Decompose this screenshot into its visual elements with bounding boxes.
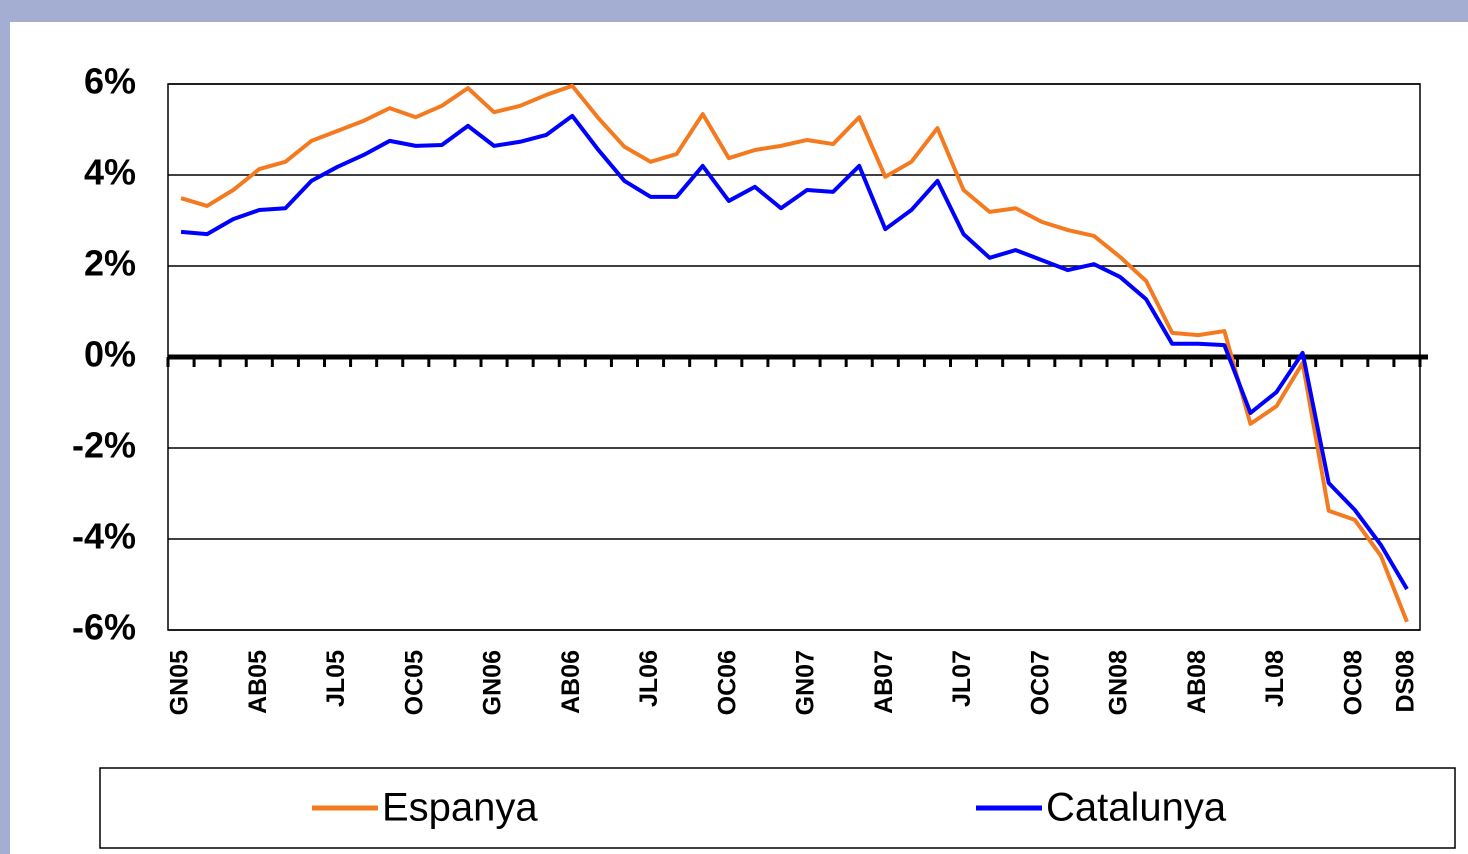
x-tick-label: JL07 [948,650,976,707]
x-tick-label: JL08 [1261,650,1289,707]
x-tick-label: GN05 [166,650,194,715]
x-tick-label: GN08 [1105,650,1133,715]
y-tick-label: 4% [84,152,136,193]
x-tick-label: JL06 [635,650,663,707]
series-line [180,83,1409,623]
x-tick-label: AB08 [1183,650,1211,714]
y-tick-label: -2% [72,425,136,466]
x-tick-label: OC06 [713,650,741,715]
y-tick-label: 6% [84,61,136,102]
x-tick-label: OC08 [1339,650,1367,715]
x-tick-label: GN07 [792,650,820,715]
x-tick-label: GN06 [479,650,507,715]
y-tick-label: -6% [72,607,136,648]
x-tick-label: DS08 [1392,650,1420,713]
x-tick-label: JL05 [322,650,350,707]
x-tick-label: OC05 [400,650,428,715]
x-tick-label: OC07 [1026,650,1054,715]
y-tick-label: 0% [84,334,136,375]
legend-label: Espanya [382,786,538,830]
x-tick-label: AB05 [244,650,272,714]
series-line [180,113,1409,591]
legend [99,767,1456,849]
slide [10,22,1468,854]
legend-label: Catalunya [1046,786,1227,830]
x-tick-label: AB07 [870,650,898,714]
y-tick-label: -4% [72,516,136,557]
x-tick-label: AB06 [557,650,585,714]
y-tick-label: 2% [84,243,136,284]
